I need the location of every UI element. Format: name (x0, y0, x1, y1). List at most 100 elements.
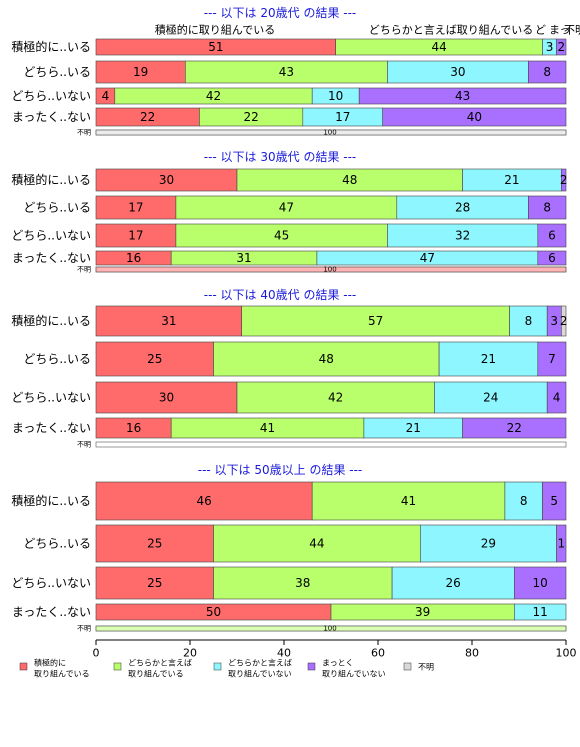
bar-segment (213, 524, 421, 563)
data-label: 17 (128, 201, 143, 215)
data-label: 2 (560, 314, 568, 328)
row-label: どちら..いない (11, 391, 91, 405)
bar-segment (560, 305, 567, 337)
data-label: 48 (342, 173, 357, 187)
bar-segment (391, 566, 515, 600)
row-label: まったく..ない (12, 110, 91, 124)
row-label: 積極的に..いる (11, 493, 91, 508)
bar-segment (358, 87, 567, 105)
data-label: 47 (279, 201, 294, 215)
row-label: 積極的に..いる (11, 39, 91, 54)
x-tick-label: 40 (277, 647, 291, 660)
data-label: 43 (279, 65, 294, 79)
x-tick-label: 100 (556, 647, 577, 660)
row-label: まったく..ない (12, 421, 91, 435)
row-label: どちら..いない (11, 89, 91, 103)
data-label: 28 (455, 201, 470, 215)
data-label: 46 (196, 494, 211, 508)
bar-segment (213, 341, 440, 377)
data-label: 3 (546, 40, 554, 54)
bar-segment (513, 566, 567, 600)
data-label: 25 (147, 537, 162, 551)
data-label: 8 (520, 494, 528, 508)
data-label: 17 (335, 110, 350, 124)
data-label: 24 (483, 391, 498, 405)
legend-label: 不明 (418, 663, 434, 672)
row-label: 不明 (77, 129, 91, 137)
data-label: 42 (206, 89, 221, 103)
data-label: 38 (295, 576, 310, 590)
legend-swatch (403, 662, 412, 671)
bar-segment (513, 603, 567, 621)
data-label: 43 (455, 89, 470, 103)
top-legend-label: まっ (549, 24, 571, 37)
bar-segment (556, 38, 567, 56)
data-label: 25 (147, 576, 162, 590)
row-label: どちら..いない (11, 229, 91, 243)
data-label: 2 (560, 173, 568, 187)
data-label: 47 (420, 251, 435, 265)
legend-label: 取り組んでいる (34, 669, 90, 679)
row-label: まったく..ない (12, 605, 91, 619)
bar-segment (95, 524, 214, 563)
bar-segment (537, 250, 567, 266)
row-label: どちら..いる (23, 537, 91, 551)
data-label: 19 (133, 65, 148, 79)
legend-label: どちらかと言えば (228, 658, 292, 668)
data-label: 4 (553, 391, 561, 405)
row-label: 積極的に..いる (11, 172, 91, 187)
bar-segment (560, 168, 567, 192)
data-label: 30 (450, 65, 465, 79)
data-label: 30 (159, 173, 174, 187)
top-legend-label: 積極的に取り組んでいる (155, 23, 275, 37)
row-label: 不明 (77, 441, 91, 449)
data-label: 42 (328, 391, 343, 405)
data-label: 21 (481, 352, 496, 366)
data-label: 100 (323, 129, 336, 137)
bar-segment (95, 266, 567, 273)
panel-title: --- 以下は 40歳代 の結果 --- (204, 288, 357, 302)
bar-segment (95, 625, 567, 632)
bar-segment (434, 381, 548, 414)
data-label: 3 (550, 314, 558, 328)
panel-title: --- 以下は 20歳代 の結果 --- (204, 6, 357, 20)
data-label: 44 (431, 40, 446, 54)
data-label: 6 (548, 229, 556, 243)
data-label: 22 (243, 110, 258, 124)
data-label: 44 (309, 537, 324, 551)
legend-swatch (19, 662, 28, 671)
data-label: 32 (455, 229, 470, 243)
data-label: 31 (161, 314, 176, 328)
row-label: どちら..いる (23, 65, 91, 79)
data-label: 30 (159, 391, 174, 405)
data-label: 41 (260, 421, 275, 435)
legend-swatch (307, 662, 316, 671)
data-label: 22 (140, 110, 155, 124)
bar-segment (311, 481, 506, 521)
bar-segment (537, 223, 567, 248)
row-label: どちら..いる (23, 201, 91, 215)
data-label: 31 (236, 251, 251, 265)
data-label: 40 (467, 110, 482, 124)
panel-title: --- 以下は 30歳代 の結果 --- (204, 150, 357, 164)
legend-label: 取り組んでいない (322, 669, 386, 679)
data-label: 21 (406, 421, 421, 435)
legend-label: まっとく (322, 659, 353, 668)
legend-swatch (213, 662, 222, 671)
bar-segment (504, 481, 543, 521)
data-label: 16 (126, 251, 141, 265)
data-label: 29 (481, 537, 496, 551)
data-label: 100 (323, 625, 336, 633)
bar-segment (419, 524, 557, 563)
data-label: 22 (507, 421, 522, 435)
data-label: 8 (543, 201, 551, 215)
row-label: 積極的に..いる (11, 313, 91, 328)
bar-segment (95, 381, 238, 414)
data-label: 5 (550, 494, 558, 508)
x-tick-label: 0 (93, 647, 100, 660)
top-legend-label: どちらかと言えば取り組んでいる (369, 24, 533, 37)
bar-segment (509, 305, 548, 337)
data-label: 45 (274, 229, 289, 243)
data-label: 50 (206, 605, 221, 619)
